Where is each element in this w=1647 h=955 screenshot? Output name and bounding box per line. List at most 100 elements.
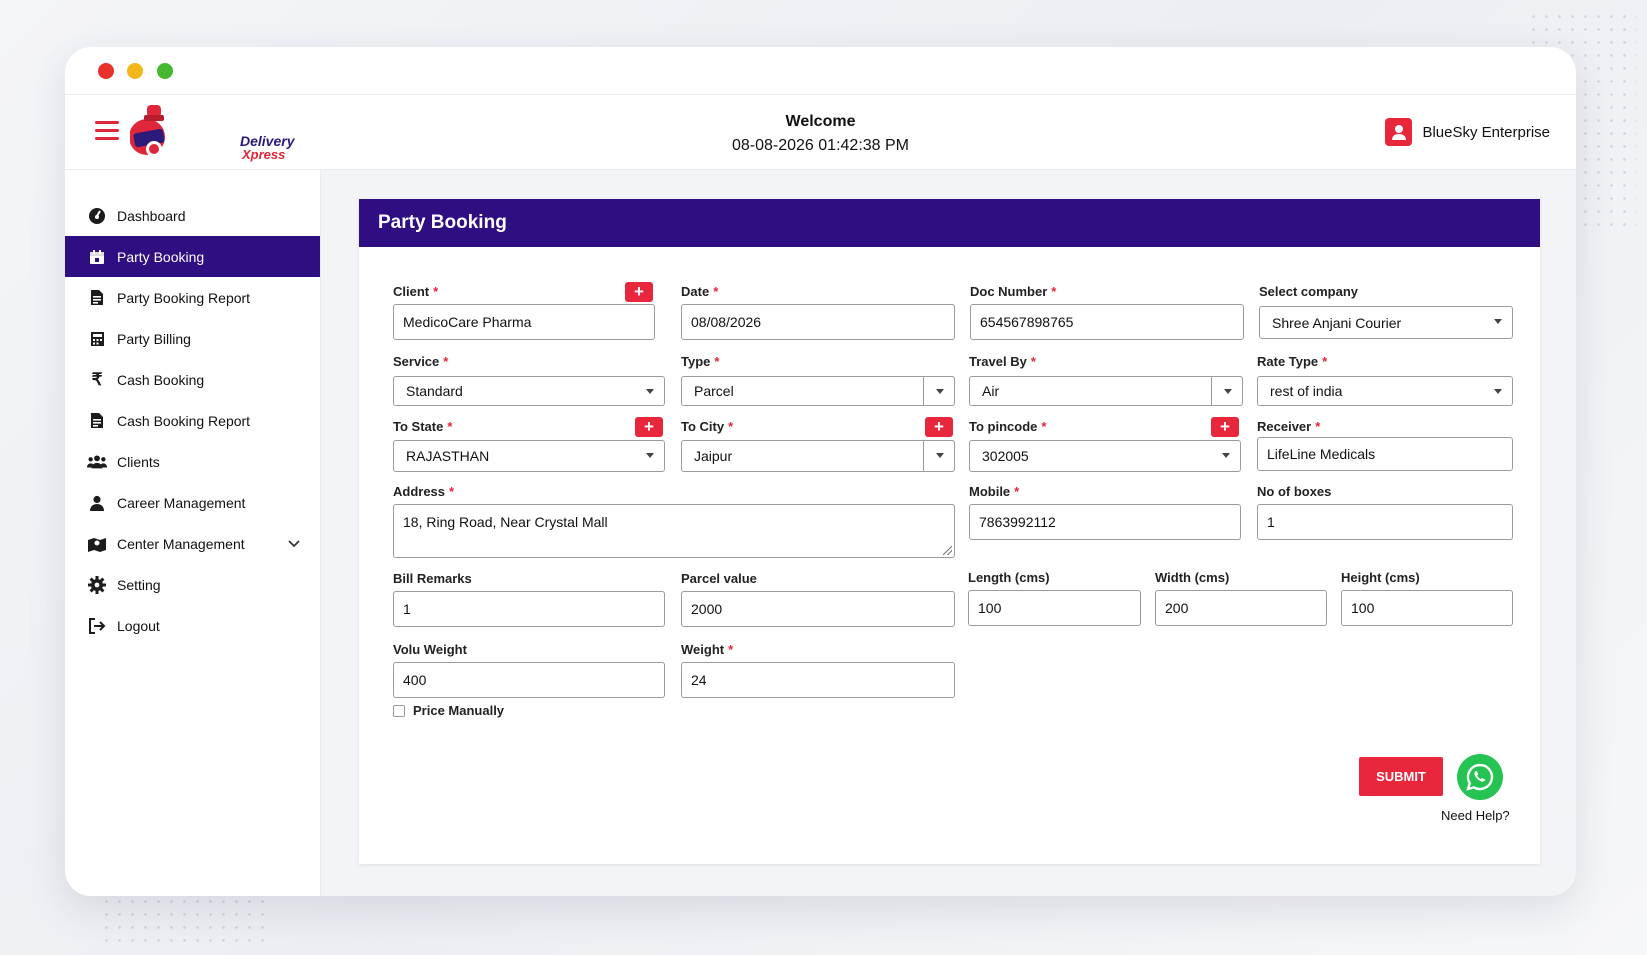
height-field: Height (cms) 100 [1341,568,1513,626]
height-input[interactable]: 100 [1341,590,1513,626]
sidebar-item-party-booking[interactable]: Party Booking [65,236,320,277]
sidebar-item-dashboard[interactable]: Dashboard [65,195,320,236]
to-city-select-value: Jaipur [694,448,733,464]
party-booking-card: Party Booking Client * + MedicoCare Pharm… [359,199,1540,864]
account-menu[interactable]: BlueSky Enterprise [1385,118,1550,146]
address-textarea[interactable]: 18, Ring Road, Near Crystal Mall [393,504,955,558]
dropdown-caret-icon [1224,389,1232,394]
address-label: Address [393,483,446,499]
service-select[interactable]: Standard [393,376,665,406]
maximize-window-button[interactable] [157,63,173,79]
type-select-value: Parcel [694,383,734,399]
parcel-value-input[interactable]: 2000 [681,591,955,627]
to-state-select[interactable]: RAJASTHAN [393,440,665,472]
dropdown-caret-icon [1494,319,1502,324]
to-city-label: To City [681,418,725,434]
add-client-button[interactable]: + [625,282,653,302]
to-state-label: To State [393,418,444,434]
sidebar-item-label: Party Booking Report [117,289,251,306]
bill-remarks-label: Bill Remarks [393,570,472,586]
report-icon [87,411,107,431]
rate-type-select[interactable]: rest of india [1257,376,1513,406]
to-pincode-label: To pincode [969,418,1038,434]
to-pincode-select[interactable]: 302005 [969,440,1241,472]
sidebar-item-party-billing[interactable]: Party Billing [65,318,320,359]
whatsapp-icon[interactable] [1457,754,1503,800]
sidebar-item-career-management[interactable]: Career Management [65,482,320,523]
sidebar-item-label: Party Booking [117,248,205,265]
volu-weight-field: Volu Weight 400 [393,640,665,698]
rate-type-select-value: rest of india [1270,383,1343,399]
sidebar-item-cash-booking-report[interactable]: Cash Booking Report [65,400,320,441]
minimize-window-button[interactable] [127,63,143,79]
company-select[interactable]: Shree Anjani Courier [1259,306,1513,339]
service-select-value: Standard [406,383,463,399]
add-pincode-button[interactable]: + [1211,417,1239,437]
bill-remarks-input[interactable]: 1 [393,591,665,627]
no-of-boxes-field: No of boxes 1 [1257,482,1513,540]
sidebar-item-logout[interactable]: Logout [65,605,320,646]
sidebar-item-label: Setting [117,576,161,593]
rupee-icon: ₹ [91,369,103,389]
price-manually-checkbox[interactable]: Price Manually [393,703,504,718]
height-label: Height (cms) [1341,569,1420,585]
sidebar-item-label: Party Billing [117,330,191,347]
volu-weight-label: Volu Weight [393,641,467,657]
add-city-button[interactable]: + [925,417,953,437]
mobile-input[interactable]: 7863992112 [969,504,1241,540]
resize-handle-icon[interactable] [943,546,952,555]
sidebar-item-label: Dashboard [117,207,186,224]
no-of-boxes-label: No of boxes [1257,483,1332,499]
volu-weight-input[interactable]: 400 [393,662,665,698]
type-label: Type [681,353,711,369]
sidebar-item-setting[interactable]: Setting [65,564,320,605]
company-name: BlueSky Enterprise [1422,123,1550,141]
chevron-down-icon[interactable] [288,535,300,551]
receiver-field: Receiver * LifeLine Medicals [1257,417,1513,471]
sidebar-item-center-management[interactable]: Center Management [65,523,320,564]
mobile-label: Mobile [969,483,1011,499]
doc-number-input[interactable]: 654567898765 [970,304,1244,340]
width-input[interactable]: 200 [1155,590,1327,626]
brand-logo[interactable]: Delivery Xpress [129,103,294,162]
dashboard-icon [87,206,107,226]
type-select[interactable]: Parcel [681,376,955,406]
doc-number-label: Doc Number [970,283,1048,299]
rate-type-field: Rate Type * rest of india [1257,352,1513,406]
weight-input[interactable]: 24 [681,662,955,698]
report-icon [87,288,107,308]
app-window: Delivery Xpress Welcome 08-08-2026 01:42… [65,47,1576,896]
sidebar-item-clients[interactable]: Clients [65,441,320,482]
menu-icon[interactable] [95,121,119,141]
dropdown-caret-icon [646,389,654,394]
doc-number-field: Doc Number * 654567898765 [970,282,1244,340]
width-label: Width (cms) [1155,569,1230,585]
length-input[interactable]: 100 [968,590,1141,626]
date-input[interactable]: 08/08/2026 [681,304,955,340]
price-manually-label: Price Manually [413,703,505,718]
add-state-button[interactable]: + [635,417,663,437]
to-city-select[interactable]: Jaipur [681,440,955,472]
client-input[interactable]: MedicoCare Pharma [393,304,655,340]
top-header: Delivery Xpress Welcome 08-08-2026 01:42… [65,94,1576,170]
sidebar-item-cash-booking[interactable]: ₹ Cash Booking [65,359,320,400]
select-company-field: Select company Shree Anjani Courier [1259,282,1513,339]
address-value: 18, Ring Road, Near Crystal Mall [403,514,608,530]
type-field: Type * Parcel [681,352,955,406]
users-icon [87,452,107,472]
rate-type-label: Rate Type [1257,353,1319,369]
sidebar-item-label: Center Management [117,535,245,552]
sidebar-nav: Dashboard Party Booking Party Booking Re… [65,195,320,646]
no-of-boxes-input[interactable]: 1 [1257,504,1513,540]
sidebar-item-party-booking-report[interactable]: Party Booking Report [65,277,320,318]
page-title: Party Booking [359,199,1540,247]
submit-button[interactable]: SUBMIT [1359,757,1443,796]
close-window-button[interactable] [98,63,114,79]
travel-by-select[interactable]: Air [969,376,1243,406]
receiver-input[interactable]: LifeLine Medicals [1257,437,1513,471]
checkbox-box[interactable] [393,704,405,717]
gear-icon [87,575,107,595]
travel-by-field: Travel By * Air [969,352,1243,406]
delivery-man-icon [129,105,165,157]
brand-subname: Xpress [242,147,286,162]
